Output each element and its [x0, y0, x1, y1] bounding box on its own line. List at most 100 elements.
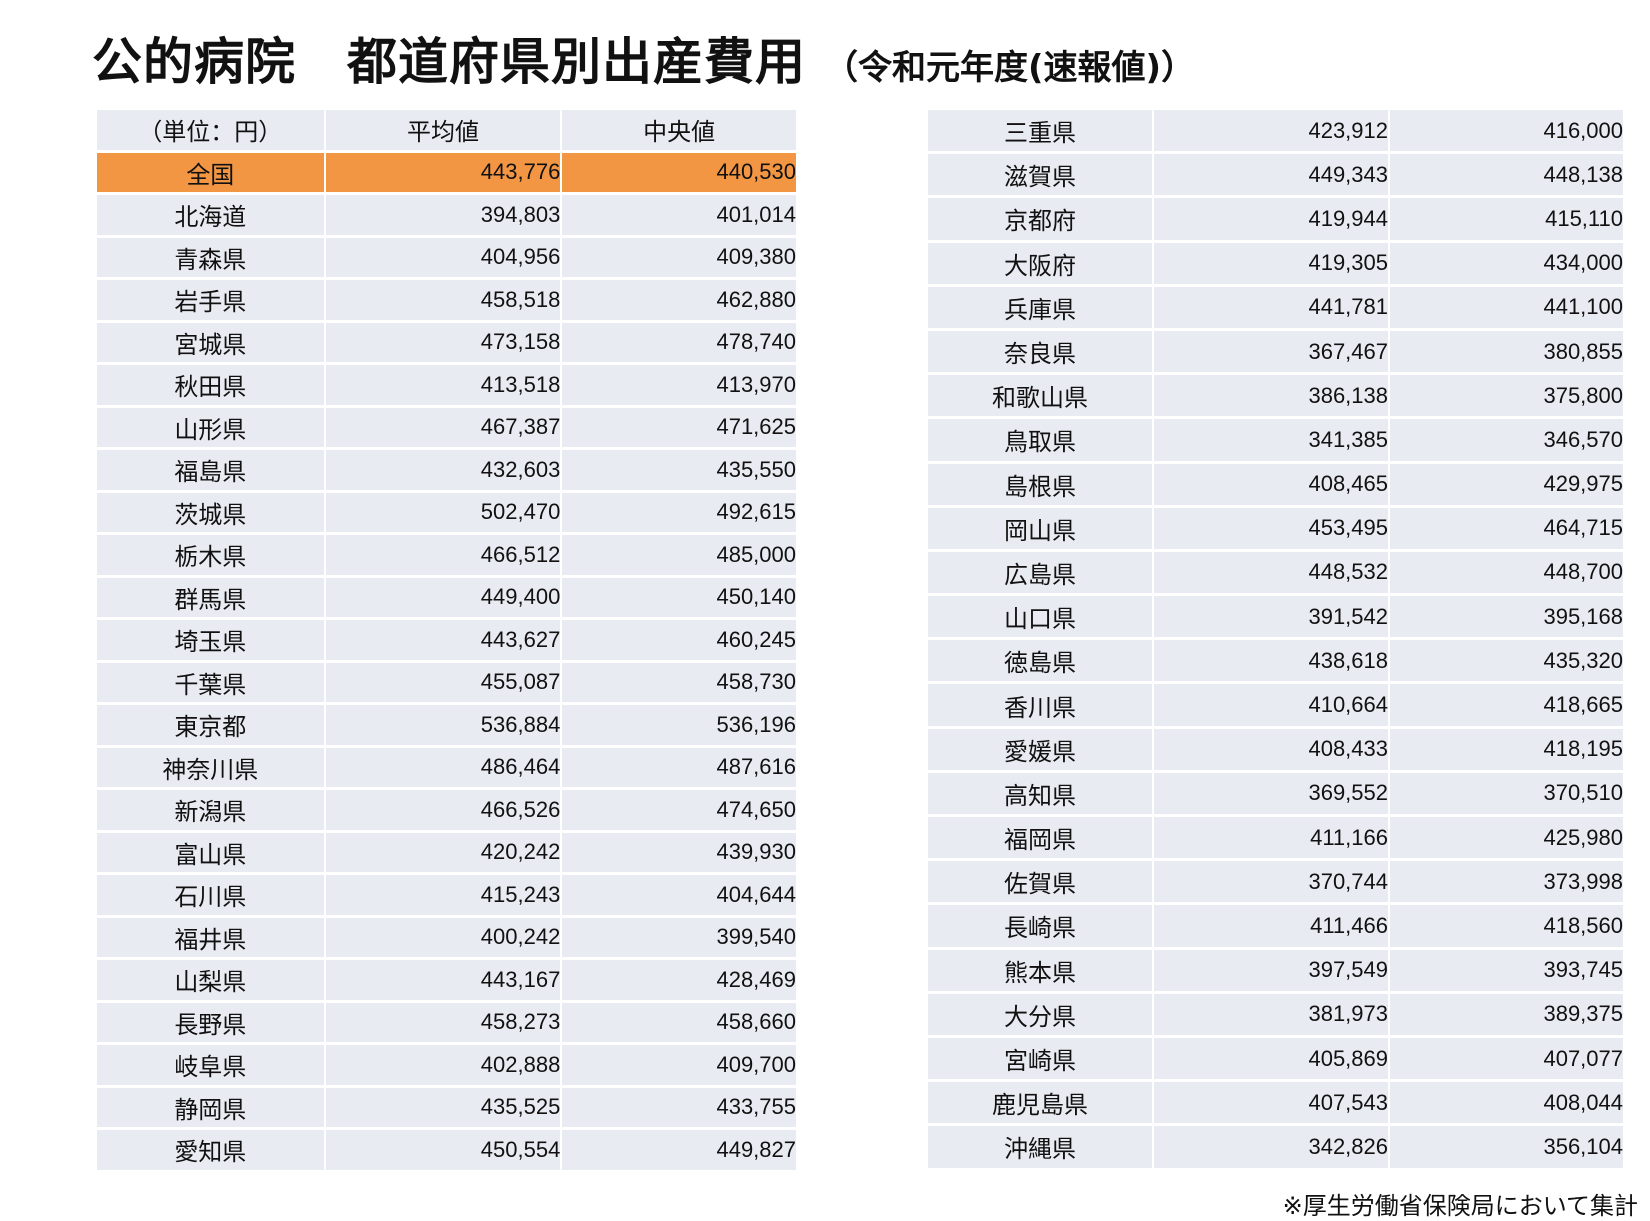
- prefecture-name: 茨城県: [97, 492, 324, 532]
- median-value: 440,530: [562, 152, 796, 192]
- table-row: 島根県 408,465 429,975: [928, 463, 1623, 505]
- mean-value: 466,526: [325, 790, 561, 830]
- prefecture-name: 奈良県: [928, 330, 1152, 373]
- mean-value: 405,869: [1154, 1037, 1388, 1080]
- mean-value: 386,138: [1154, 375, 1388, 417]
- median-value: 433,755: [562, 1087, 796, 1127]
- median-value: 471,625: [562, 407, 796, 447]
- table-header-row: （単位：円） 平均値 中央値: [97, 110, 796, 150]
- header-mean: 平均値: [325, 110, 561, 150]
- national-row: 全国 443,776 440,530: [97, 152, 796, 192]
- prefecture-name: 長野県: [97, 1002, 324, 1042]
- prefecture-name: 福井県: [97, 917, 324, 957]
- mean-value: 435,525: [325, 1087, 561, 1127]
- prefecture-name: 島根県: [928, 463, 1152, 505]
- title-main: 公的病院 都道府県別出産費用: [92, 33, 806, 91]
- prefecture-name: 秋田県: [97, 365, 324, 405]
- median-value: 416,000: [1390, 110, 1623, 152]
- mean-value: 438,618: [1154, 640, 1388, 682]
- prefecture-name: 広島県: [928, 551, 1152, 594]
- mean-value: 419,944: [1154, 198, 1388, 240]
- prefecture-name: 愛媛県: [928, 728, 1152, 770]
- prefecture-name: 大分県: [928, 993, 1152, 1035]
- prefecture-name: 福岡県: [928, 817, 1152, 859]
- prefecture-name: 岡山県: [928, 507, 1152, 549]
- median-value: 375,800: [1390, 375, 1623, 417]
- prefecture-name: 佐賀県: [928, 861, 1152, 903]
- prefecture-name: 兵庫県: [928, 286, 1152, 328]
- mean-value: 443,167: [325, 960, 561, 1000]
- prefecture-name: 高知県: [928, 772, 1152, 814]
- table-row: 長野県 458,273 458,660: [97, 1002, 796, 1042]
- mean-value: 413,518: [325, 365, 561, 405]
- prefecture-name: 福島県: [97, 450, 324, 490]
- median-value: 478,740: [562, 322, 796, 362]
- table-row: 福井県 400,242 399,540: [97, 917, 796, 957]
- prefecture-name: 神奈川県: [97, 747, 324, 787]
- mean-value: 536,884: [325, 705, 561, 745]
- table-row: 秋田県 413,518 413,970: [97, 365, 796, 405]
- median-value: 373,998: [1390, 861, 1623, 903]
- prefecture-name: 静岡県: [97, 1087, 324, 1127]
- median-value: 418,195: [1390, 728, 1623, 770]
- prefecture-name: 宮城県: [97, 322, 324, 362]
- table-row: 宮崎県 405,869 407,077: [928, 1037, 1623, 1080]
- prefecture-name: 鹿児島県: [928, 1082, 1152, 1124]
- mean-value: 453,495: [1154, 507, 1388, 549]
- median-value: 450,140: [562, 577, 796, 617]
- mean-value: 466,512: [325, 535, 561, 575]
- header-unit: （単位：円）: [97, 110, 324, 150]
- mean-value: 394,803: [325, 195, 561, 235]
- table-row: 岐阜県 402,888 409,700: [97, 1045, 796, 1085]
- median-value: 393,745: [1390, 949, 1623, 991]
- prefecture-name: 北海道: [97, 195, 324, 235]
- table-row: 京都府 419,944 415,110: [928, 198, 1623, 240]
- table-row: 徳島県 438,618 435,320: [928, 640, 1623, 682]
- prefecture-name: 和歌山県: [928, 375, 1152, 417]
- prefecture-name: 群馬県: [97, 577, 324, 617]
- mean-value: 408,433: [1154, 728, 1388, 770]
- table-row: 鳥取県 341,385 346,570: [928, 419, 1623, 461]
- mean-value: 402,888: [325, 1045, 561, 1085]
- mean-value: 410,664: [1154, 684, 1388, 726]
- mean-value: 415,243: [325, 875, 561, 915]
- table-row: 大阪府 419,305 434,000: [928, 242, 1623, 284]
- median-value: 441,100: [1390, 286, 1623, 328]
- table-row: 広島県 448,532 448,700: [928, 551, 1623, 594]
- table-row: 兵庫県 441,781 441,100: [928, 286, 1623, 328]
- prefecture-name: 栃木県: [97, 535, 324, 575]
- mean-value: 407,543: [1154, 1082, 1388, 1124]
- prefecture-name: 岐阜県: [97, 1045, 324, 1085]
- mean-value: 443,627: [325, 620, 561, 660]
- mean-value: 455,087: [325, 662, 561, 702]
- header-median: 中央値: [562, 110, 796, 150]
- table-row: 三重県 423,912 416,000: [928, 110, 1623, 152]
- mean-value: 411,166: [1154, 817, 1388, 859]
- mean-value: 458,518: [325, 280, 561, 320]
- median-value: 536,196: [562, 705, 796, 745]
- mean-value: 458,273: [325, 1002, 561, 1042]
- prefecture-name: 全国: [97, 152, 324, 192]
- median-value: 428,469: [562, 960, 796, 1000]
- prefecture-name: 岩手県: [97, 280, 324, 320]
- table-row: 福岡県 411,166 425,980: [928, 817, 1623, 859]
- mean-value: 369,552: [1154, 772, 1388, 814]
- mean-value: 404,956: [325, 237, 561, 277]
- prefecture-name: 三重県: [928, 110, 1152, 152]
- median-value: 458,730: [562, 662, 796, 702]
- median-value: 487,616: [562, 747, 796, 787]
- prefecture-name: 滋賀県: [928, 154, 1152, 196]
- prefecture-name: 熊本県: [928, 949, 1152, 991]
- page-title: 公的病院 都道府県別出産費用 （令和元年度(速報値)）: [92, 22, 1195, 94]
- mean-value: 419,305: [1154, 242, 1388, 284]
- table-row: 沖縄県 342,826 356,104: [928, 1126, 1623, 1168]
- median-value: 425,980: [1390, 817, 1623, 859]
- prefecture-name: 新潟県: [97, 790, 324, 830]
- prefecture-name: 東京都: [97, 705, 324, 745]
- median-value: 399,540: [562, 917, 796, 957]
- prefecture-name: 長崎県: [928, 905, 1152, 947]
- table-row: 滋賀県 449,343 448,138: [928, 154, 1623, 196]
- table-row: 新潟県 466,526 474,650: [97, 790, 796, 830]
- mean-value: 411,466: [1154, 905, 1388, 947]
- prefecture-name: 鳥取県: [928, 419, 1152, 461]
